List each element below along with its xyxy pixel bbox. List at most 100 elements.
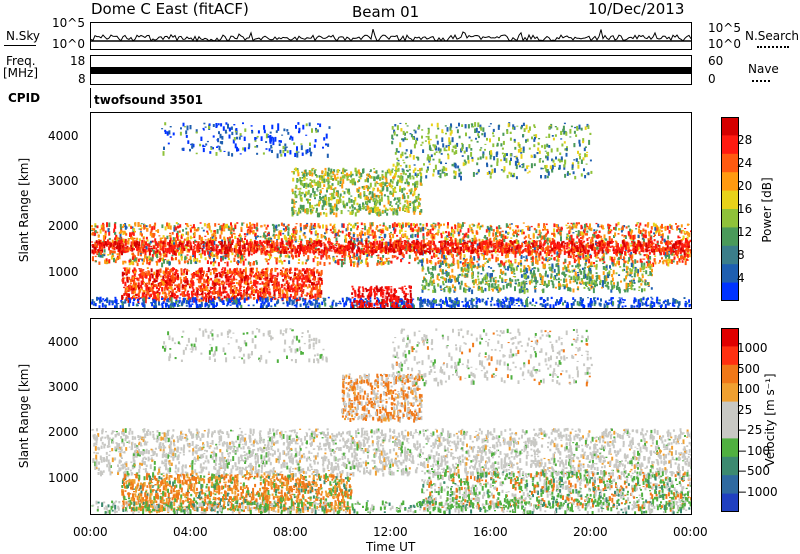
power-echo — [361, 243, 364, 245]
power-echo — [592, 234, 595, 239]
power-echo — [514, 259, 517, 263]
power-echo — [161, 287, 164, 292]
power-echo — [159, 245, 162, 250]
power-echo — [188, 258, 191, 261]
power-echo — [593, 232, 596, 236]
power-echo — [390, 243, 392, 248]
power-echo — [322, 224, 324, 229]
power-echo — [208, 248, 211, 251]
power-echo — [171, 240, 174, 242]
power-echo — [640, 260, 643, 264]
power-echo — [671, 244, 674, 249]
power-echo — [347, 224, 349, 226]
power-echo — [183, 291, 186, 296]
power-echo — [306, 292, 309, 295]
power-echo — [281, 261, 284, 265]
power-echo — [123, 286, 126, 289]
power-echo — [306, 246, 309, 250]
power-echo — [648, 252, 651, 255]
power-echo — [266, 282, 269, 286]
power-echo — [271, 241, 273, 245]
power-echo — [231, 234, 233, 239]
power-echo — [175, 251, 178, 253]
power-echo — [635, 224, 638, 227]
power-echo — [387, 251, 390, 255]
power-echo — [688, 240, 691, 243]
power-echo — [184, 284, 187, 287]
power-echo — [210, 277, 213, 281]
power-echo — [98, 251, 101, 256]
power-echo — [654, 255, 657, 257]
power-echo — [335, 242, 338, 245]
power-echo — [463, 233, 466, 236]
power-echo — [263, 245, 266, 251]
power-echo — [432, 247, 435, 250]
power-echo — [545, 223, 548, 226]
power-echo — [609, 229, 612, 231]
power-echo — [682, 229, 685, 232]
power-echo — [530, 242, 533, 245]
power-echo — [435, 254, 438, 258]
power-echo — [213, 255, 215, 257]
power-echo — [618, 256, 621, 260]
power-echo — [467, 235, 470, 239]
power-echo — [587, 249, 590, 253]
power-echo — [578, 238, 581, 243]
power-echo — [190, 278, 193, 282]
power-echo — [449, 252, 452, 255]
power-echo — [407, 241, 410, 245]
power-echo — [647, 242, 650, 246]
power-echo — [536, 260, 539, 262]
power-echo — [123, 230, 126, 234]
power-echo — [673, 243, 676, 249]
power-echo — [535, 229, 538, 234]
power-echo — [375, 246, 378, 251]
power-echo — [377, 254, 380, 257]
power-echo — [279, 252, 282, 257]
power-echo — [143, 245, 146, 248]
power-echo — [148, 290, 151, 293]
power-echo — [154, 238, 157, 243]
power-echo — [613, 246, 616, 248]
power-echo — [200, 243, 203, 245]
power-echo — [239, 280, 242, 284]
power-echo — [231, 272, 234, 276]
power-echo — [589, 239, 592, 244]
power-echo — [513, 235, 516, 237]
power-echo — [391, 255, 394, 259]
power-echo — [122, 247, 125, 250]
power-echo — [624, 235, 627, 239]
power-echo — [267, 237, 270, 241]
power-echo — [401, 222, 404, 225]
power-echo — [348, 250, 351, 253]
power-echo — [513, 249, 515, 255]
power-echo — [609, 241, 612, 244]
power-echo — [171, 245, 174, 250]
power-echo — [370, 222, 373, 227]
power-echo — [316, 257, 319, 259]
power-echo — [642, 233, 645, 238]
power-echo — [457, 242, 460, 246]
power-echo — [360, 259, 363, 263]
power-echo — [585, 223, 588, 226]
power-echo — [255, 250, 258, 254]
power-echo — [570, 249, 573, 252]
power-echo — [265, 271, 268, 275]
power-echo — [106, 239, 109, 243]
power-echo — [246, 241, 249, 244]
power-echo — [598, 226, 601, 228]
power-echo — [613, 228, 616, 230]
power-echo — [286, 272, 288, 276]
power-echo — [177, 225, 179, 229]
power-echo — [596, 245, 599, 247]
power-echo — [505, 230, 507, 234]
power-echo — [396, 234, 399, 237]
power-echo — [443, 259, 446, 264]
power-echo — [373, 241, 376, 246]
power-echo — [489, 226, 492, 230]
power-echo — [498, 243, 501, 246]
power-echo — [368, 227, 371, 230]
power-echo — [523, 249, 525, 251]
power-echo — [313, 281, 315, 284]
power-echo — [563, 248, 566, 252]
